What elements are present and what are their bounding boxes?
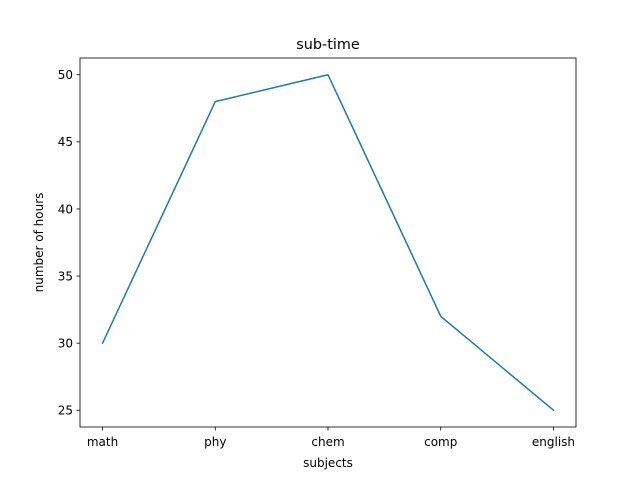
y-tick-label: 25 — [58, 404, 73, 418]
y-tick-label: 40 — [58, 202, 73, 216]
series-line — [101, 74, 555, 412]
chart-title: sub-time — [296, 37, 360, 53]
y-axis-ticks: 25 30 35 40 45 50 — [58, 68, 80, 418]
x-tick-label: math — [87, 435, 118, 449]
y-tick-label: 50 — [58, 68, 73, 82]
y-tick-label: 30 — [58, 336, 73, 350]
y-axis-label: number of hours — [32, 193, 46, 293]
y-tick-label: 45 — [58, 135, 73, 149]
series-layer — [101, 74, 555, 412]
x-tick-label: comp — [424, 435, 457, 449]
x-tick-label: english — [532, 435, 575, 449]
plot-frame — [79, 57, 577, 428]
x-tick-label: chem — [311, 435, 344, 449]
x-axis-ticks: math phy chem comp english — [87, 427, 575, 449]
plot-area — [80, 58, 576, 427]
y-tick-label: 35 — [58, 269, 73, 283]
x-axis-label: subjects — [303, 456, 353, 470]
x-tick-label: phy — [204, 435, 226, 449]
